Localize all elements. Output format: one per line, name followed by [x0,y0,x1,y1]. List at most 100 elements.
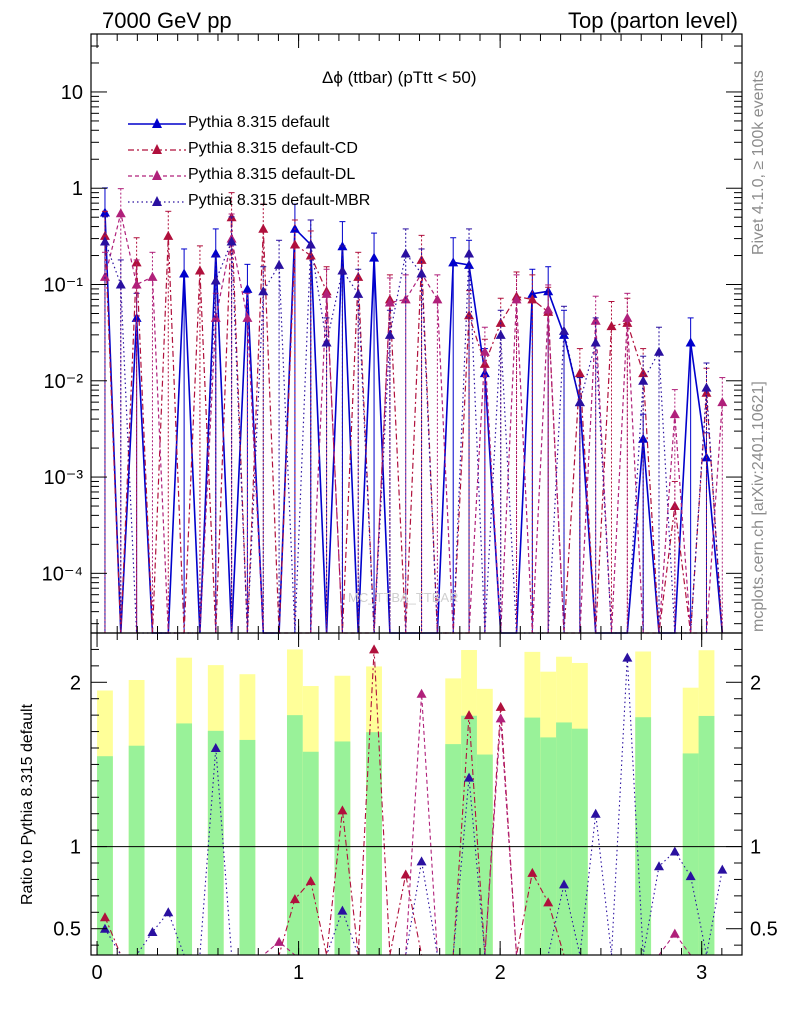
data-point [163,230,174,240]
data-point [99,236,110,246]
data-point [511,294,522,304]
ratio-band-green [461,715,477,955]
ratio-band-green [682,753,699,955]
data-point [448,257,459,267]
legend-label-default: Pythia 8.315 default [188,114,330,131]
legend-label-cd: Pythia 8.315 default-CD [188,140,358,157]
ratio-frame [90,632,743,956]
ratio-point [654,861,665,871]
data-point [242,283,253,293]
data-point [669,501,680,511]
legend-entry-default: Pythia 8.315 default [128,114,458,136]
data-point [654,346,665,356]
data-point [194,265,205,275]
data-point [99,271,110,281]
data-point [384,329,395,339]
data-point [384,297,395,307]
ratio-band-green [476,754,493,955]
ratio-line-1 [105,693,723,956]
x-tick-label: 1 [293,962,304,984]
data-point [115,279,126,289]
ratio-point [99,912,110,922]
plot-title: Δϕ (ttbar) (pTtt < 50) [322,68,477,87]
data-point [289,239,300,249]
data-point [543,304,554,314]
data-point [210,248,221,258]
beam-energy-label: 7000 GeV pp [102,8,232,33]
mcplots-reference-label: mcplots.cern.ch [arXiv:2401.10621] [750,381,767,632]
ratio-point [274,936,285,946]
data-point [115,208,126,218]
data-point [527,288,538,298]
ratio-band-green [128,745,145,955]
data-point [305,250,316,260]
ratio-band-green [239,739,256,955]
ratio-band-green [302,751,319,955]
data-point [210,275,221,285]
ratio-point [495,701,506,711]
ratio-point [669,846,680,856]
legend-entry-dl: Pythia 8.315 default-DL [128,166,458,188]
ratio-point [369,644,380,654]
data-point [369,252,380,262]
ratio-tick-label-left: 0.5 [53,919,81,941]
analysis-watermark: MC_TTBA_TTBAR [348,590,459,605]
data-point [258,223,269,233]
data-point [258,286,269,296]
x-tick-label: 2 [495,962,506,984]
x-tick-label: 0 [91,962,102,984]
ratio-tick-label-right: 0.5 [750,919,778,941]
y-tick-label: 10⁻¹ [44,275,84,297]
data-point [99,230,110,240]
data-point [527,294,538,304]
series-line-2 [104,213,723,634]
ratio-point [622,652,633,662]
data-point [416,254,427,264]
y-tick-label: 1 [72,178,83,200]
ratio-band-green [286,715,303,955]
ratio-band-green [366,732,382,955]
ratio-point [210,743,221,752]
data-point [337,265,348,275]
ratio-point [669,928,680,938]
ratio-band-green [635,717,652,955]
ratio-band-green [524,717,541,955]
data-point [464,248,475,258]
ratio-tick-label-right: 1 [750,837,761,859]
data-point [179,268,190,278]
data-point [495,329,506,339]
data-point [147,271,158,281]
ratio-tick-label-left: 1 [70,837,81,859]
data-point [321,288,332,298]
data-point [479,346,490,356]
y-tick-label: 10⁻² [44,371,84,393]
data-point [717,397,728,407]
ratio-point [337,905,348,915]
legend-label-dl: Pythia 8.315 default-DL [188,166,356,183]
ratio-band-green [207,730,224,955]
data-point [274,259,285,269]
ratio-point [543,897,554,907]
legend-entry-cd: Pythia 8.315 default-CD [128,140,458,162]
process-label: Top (parton level) [568,8,738,33]
data-point [464,259,475,269]
ratio-tick-label-right: 2 [750,672,761,694]
y-tick-label: 10⁻³ [44,467,84,489]
ratio-point [416,856,427,866]
data-point [131,279,142,289]
ratio-point [163,907,174,917]
ratio-uncertainty-bands [97,649,715,955]
ratio-point [305,876,316,886]
data-point [353,271,364,281]
ratio-y-axis-label: Ratio to Pythia 8.315 default [19,703,36,905]
data-point [590,337,601,347]
data-point [638,375,649,385]
ratio-point [495,713,506,723]
ratio-band-green [698,715,715,955]
x-tick-label: 3 [696,962,707,984]
data-point [432,294,443,304]
rivet-version-label: Rivet 4.1.0, ≥ 100k events [750,70,767,255]
ratio-point [559,879,570,889]
y-tick-label: 10⁻⁴ [42,563,83,585]
ratio-band-green [445,744,462,955]
